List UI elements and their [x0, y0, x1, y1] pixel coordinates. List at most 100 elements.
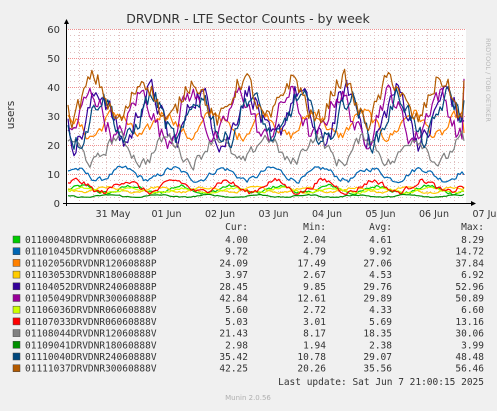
legend-value: 2.67: [303, 270, 326, 281]
legend-value: 20.26: [297, 364, 326, 375]
legend-swatch: [12, 294, 21, 302]
legend-value: 4.53: [369, 270, 392, 281]
legend-value: 24.09: [219, 258, 248, 269]
legend-value: 28.45: [219, 282, 248, 293]
legend-value: 48.48: [455, 352, 484, 363]
legend-series-name: 01108044DRVDNR12060888V: [25, 329, 157, 340]
legend-value: 35.56: [363, 364, 392, 375]
legend-swatch: [12, 247, 21, 255]
legend-value: 4.61: [369, 235, 392, 246]
y-tick-label: 30: [47, 112, 60, 123]
chart-title: DRVDNR - LTE Sector Counts - by week: [126, 11, 370, 26]
legend-value: 5.60: [225, 305, 248, 316]
legend-value: 2.98: [225, 340, 248, 351]
rrdtool-watermark: RRDTOOL / TOBI OETIKER: [484, 38, 492, 122]
legend-series-name: 01104052DRVDNR24060888P: [25, 282, 157, 293]
axes: 0 10 20 30 40 50 60 31 May 01 Jun 02 Jun 03 Jun 04 …: [47, 19, 497, 220]
legend-column-header: Max:: [461, 222, 484, 233]
legend-value: 6.92: [461, 270, 484, 281]
legend-swatch: [12, 329, 21, 337]
legend-value: 42.25: [219, 364, 248, 375]
legend-series-name: 01102056DRVDNR12060888P: [25, 258, 157, 269]
legend-series-name: 01100048DRVDNR06060888P: [25, 235, 157, 246]
x-tick-label: 05 Jun: [366, 209, 396, 220]
x-tick-label: 31 May: [96, 209, 131, 220]
legend-value: 14.72: [455, 247, 484, 258]
legend-swatch: [12, 364, 21, 372]
legend-column-header: Cur:: [225, 222, 248, 233]
series-line: [67, 165, 465, 184]
series-line: [67, 85, 465, 154]
legend-value: 13.16: [455, 317, 484, 328]
legend-series-name: 01106036DRVDNR06060888V: [25, 305, 157, 316]
legend-value: 2.04: [303, 235, 326, 246]
x-tick-label: 04 Jun: [312, 209, 342, 220]
y-tick-label: 20: [47, 141, 60, 152]
legend-swatch: [12, 235, 21, 244]
legend-swatch: [12, 305, 21, 314]
legend-value: 50.89: [455, 294, 484, 305]
series-line: [67, 78, 465, 157]
legend-series-name: 01109041DRVDNR18060888V: [25, 340, 157, 351]
legend-value: 9.92: [369, 247, 392, 258]
legend-value: 2.72: [303, 305, 326, 316]
legend-series-name: 01101045DRVDNR06060888P: [25, 247, 157, 258]
series-line: [67, 78, 465, 150]
series-line: [67, 130, 465, 171]
legend-series-name: 01110040DRVDNR24060888V: [25, 352, 157, 363]
legend-value: 12.61: [297, 294, 326, 305]
legend-swatch: [12, 352, 21, 361]
legend-value: 1.94: [303, 340, 326, 351]
series-line: [67, 68, 465, 131]
legend-value: 17.49: [297, 258, 326, 269]
legend-value: 3.97: [225, 270, 248, 281]
legend-swatch: [12, 282, 21, 291]
legend-series-name: 01103053DRVDNR18060888P: [25, 270, 157, 281]
legend-value: 4.79: [303, 247, 326, 258]
series-line: [67, 185, 465, 194]
legend: Cur: Min: Avg: Max: 01100048DRVDNR06060888P 4…: [12, 222, 484, 375]
legend-value: 30.06: [455, 329, 484, 340]
legend-value: 9.72: [225, 247, 248, 258]
legend-value: 21.43: [219, 329, 248, 340]
x-tick-label: 07 Jun: [473, 209, 497, 220]
legend-value: 29.76: [363, 282, 392, 293]
legend-value: 8.17: [303, 329, 326, 340]
y-tick-label: 60: [47, 25, 60, 36]
y-tick-label: 0: [54, 199, 60, 210]
legend-swatch: [12, 317, 21, 326]
legend-value: 4.33: [369, 305, 392, 316]
y-tick-label: 50: [47, 54, 60, 65]
legend-series-name: 01107033DRVDNR06060888V: [25, 317, 157, 328]
legend-value: 18.35: [363, 329, 392, 340]
last-update-text: Last update: Sat Jun 7 21:00:15 2025: [278, 377, 484, 388]
y-tick-label: 10: [47, 170, 60, 181]
y-axis-label: users: [5, 101, 17, 129]
legend-series-name: 01105049DRVDNR30060888P: [25, 294, 157, 305]
series-lines: [67, 68, 465, 198]
legend-series-name: 01111037DRVDNR30060888V: [25, 364, 157, 375]
legend-column-header: Avg:: [369, 222, 392, 233]
series-line: [67, 193, 465, 198]
x-tick-label: 01 Jun: [152, 209, 182, 220]
x-tick-label: 06 Jun: [419, 209, 449, 220]
legend-value: 4.00: [225, 235, 248, 246]
legend-value: 5.69: [369, 317, 392, 328]
legend-swatch: [12, 341, 21, 349]
legend-value: 5.03: [225, 317, 248, 328]
legend-value: 37.84: [455, 258, 484, 269]
legend-value: 2.38: [369, 340, 392, 351]
legend-value: 56.46: [455, 364, 484, 375]
munin-version-text: Munin 2.0.56: [225, 394, 271, 402]
legend-value: 10.78: [297, 352, 326, 363]
y-axis-arrow: [64, 19, 69, 24]
legend-value: 35.42: [219, 352, 248, 363]
legend-value: 42.84: [219, 294, 248, 305]
y-tick-label: 40: [47, 83, 60, 94]
x-axis-arrow: [471, 201, 476, 206]
legend-value: 9.85: [303, 282, 326, 293]
legend-value: 3.01: [303, 317, 326, 328]
x-tick-label: 03 Jun: [259, 209, 289, 220]
